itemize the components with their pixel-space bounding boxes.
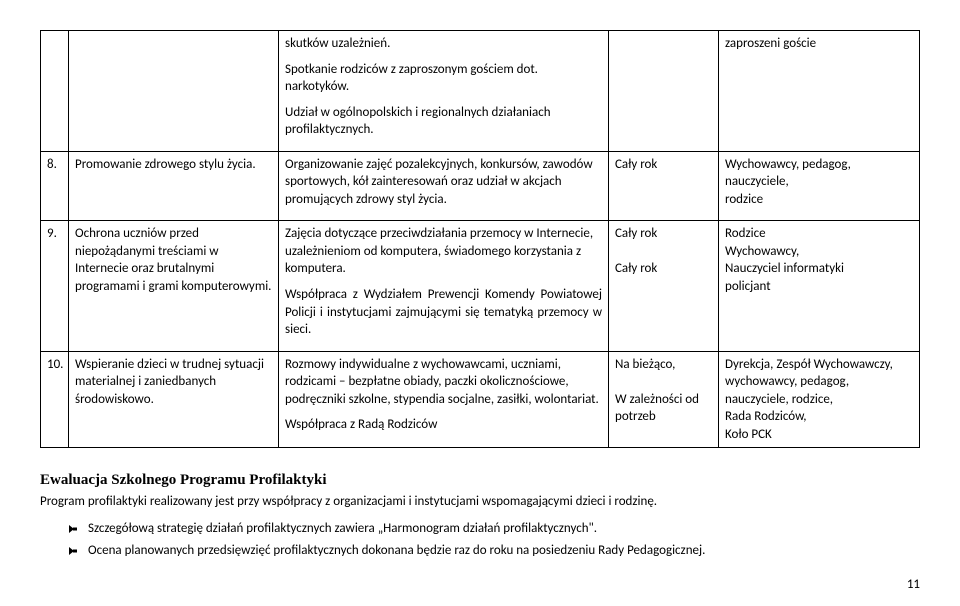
row-description: Organizowanie zajęć pozalekcyjnych, konk…: [279, 151, 609, 221]
bullet-item: Ocena planowanych przedsięwzięć profilak…: [68, 542, 920, 562]
description-paragraph: Zajęcia dotyczące przeciwdziałania przem…: [285, 225, 602, 278]
table-row: 10.Wspieranie dzieci w trudnej sytuacji …: [41, 351, 920, 448]
page-number: 11: [907, 576, 920, 594]
row-term: Cały rok: [609, 151, 719, 221]
profilaktyka-table: skutków uzależnień. Spotkanie rodziców z …: [40, 30, 920, 448]
row-title: Wspieranie dzieci w trudnej sytuacji mat…: [69, 351, 279, 448]
bullet-text: Szczegółową strategię działań profilakty…: [88, 520, 597, 538]
row-responsible: zaproszeni goście: [719, 31, 920, 152]
row-number: [41, 31, 69, 152]
row-number: 8.: [41, 151, 69, 221]
description-paragraph: skutków uzależnień.: [285, 35, 602, 53]
row-title: Promowanie zdrowego stylu życia.: [69, 151, 279, 221]
row-term: [609, 31, 719, 152]
row-description: Zajęcia dotyczące przeciwdziałania przem…: [279, 221, 609, 351]
row-number: 9.: [41, 221, 69, 351]
evaluation-section: Ewaluacja Szkolnego Programu Profilaktyk…: [40, 470, 920, 561]
row-title: Ochrona uczniów przed niepożądanymi treś…: [69, 221, 279, 351]
row-description: Rozmowy indywidualne z wychowawcami, ucz…: [279, 351, 609, 448]
row-responsible: Wychowawcy, pedagog, nauczyciele, rodzic…: [719, 151, 920, 221]
row-number: 10.: [41, 351, 69, 448]
bullet-text: Ocena planowanych przedsięwzięć profilak…: [88, 542, 705, 560]
description-paragraph: Udział w ogólnopolskich i regionalnych d…: [285, 104, 602, 139]
row-description: skutków uzależnień. Spotkanie rodziców z …: [279, 31, 609, 152]
row-term: Na bieżąco, W zależności od potrzeb: [609, 351, 719, 448]
row-term: Cały rok Cały rok: [609, 221, 719, 351]
arrow-right-icon: [68, 522, 82, 540]
description-paragraph: Spotkanie rodziców z zaproszonym gościem…: [285, 61, 602, 96]
evaluation-bullets: Szczegółową strategię działań profilakty…: [68, 520, 920, 561]
row-responsible: Dyrekcja, Zespół Wychowawczy, wychowawcy…: [719, 351, 920, 448]
arrow-right-icon: [68, 544, 82, 562]
table-row: skutków uzależnień. Spotkanie rodziców z …: [41, 31, 920, 152]
bullet-item: Szczegółową strategię działań profilakty…: [68, 520, 920, 540]
description-paragraph: Rozmowy indywidualne z wychowawcami, ucz…: [285, 356, 602, 409]
description-paragraph: Organizowanie zajęć pozalekcyjnych, konk…: [285, 156, 602, 209]
evaluation-heading: Ewaluacja Szkolnego Programu Profilaktyk…: [40, 470, 920, 490]
description-paragraph: Współpraca z Wydziałem Prewencji Komendy…: [285, 286, 602, 339]
evaluation-body: Program profilaktyki realizowany jest pr…: [40, 493, 920, 511]
description-paragraph: Współpraca z Radą Rodziców: [285, 416, 602, 434]
table-row: 9.Ochrona uczniów przed niepożądanymi tr…: [41, 221, 920, 351]
table-row: 8.Promowanie zdrowego stylu życia.Organi…: [41, 151, 920, 221]
row-title: [69, 31, 279, 152]
row-responsible: Rodzice Wychowawcy, Nauczyciel informaty…: [719, 221, 920, 351]
